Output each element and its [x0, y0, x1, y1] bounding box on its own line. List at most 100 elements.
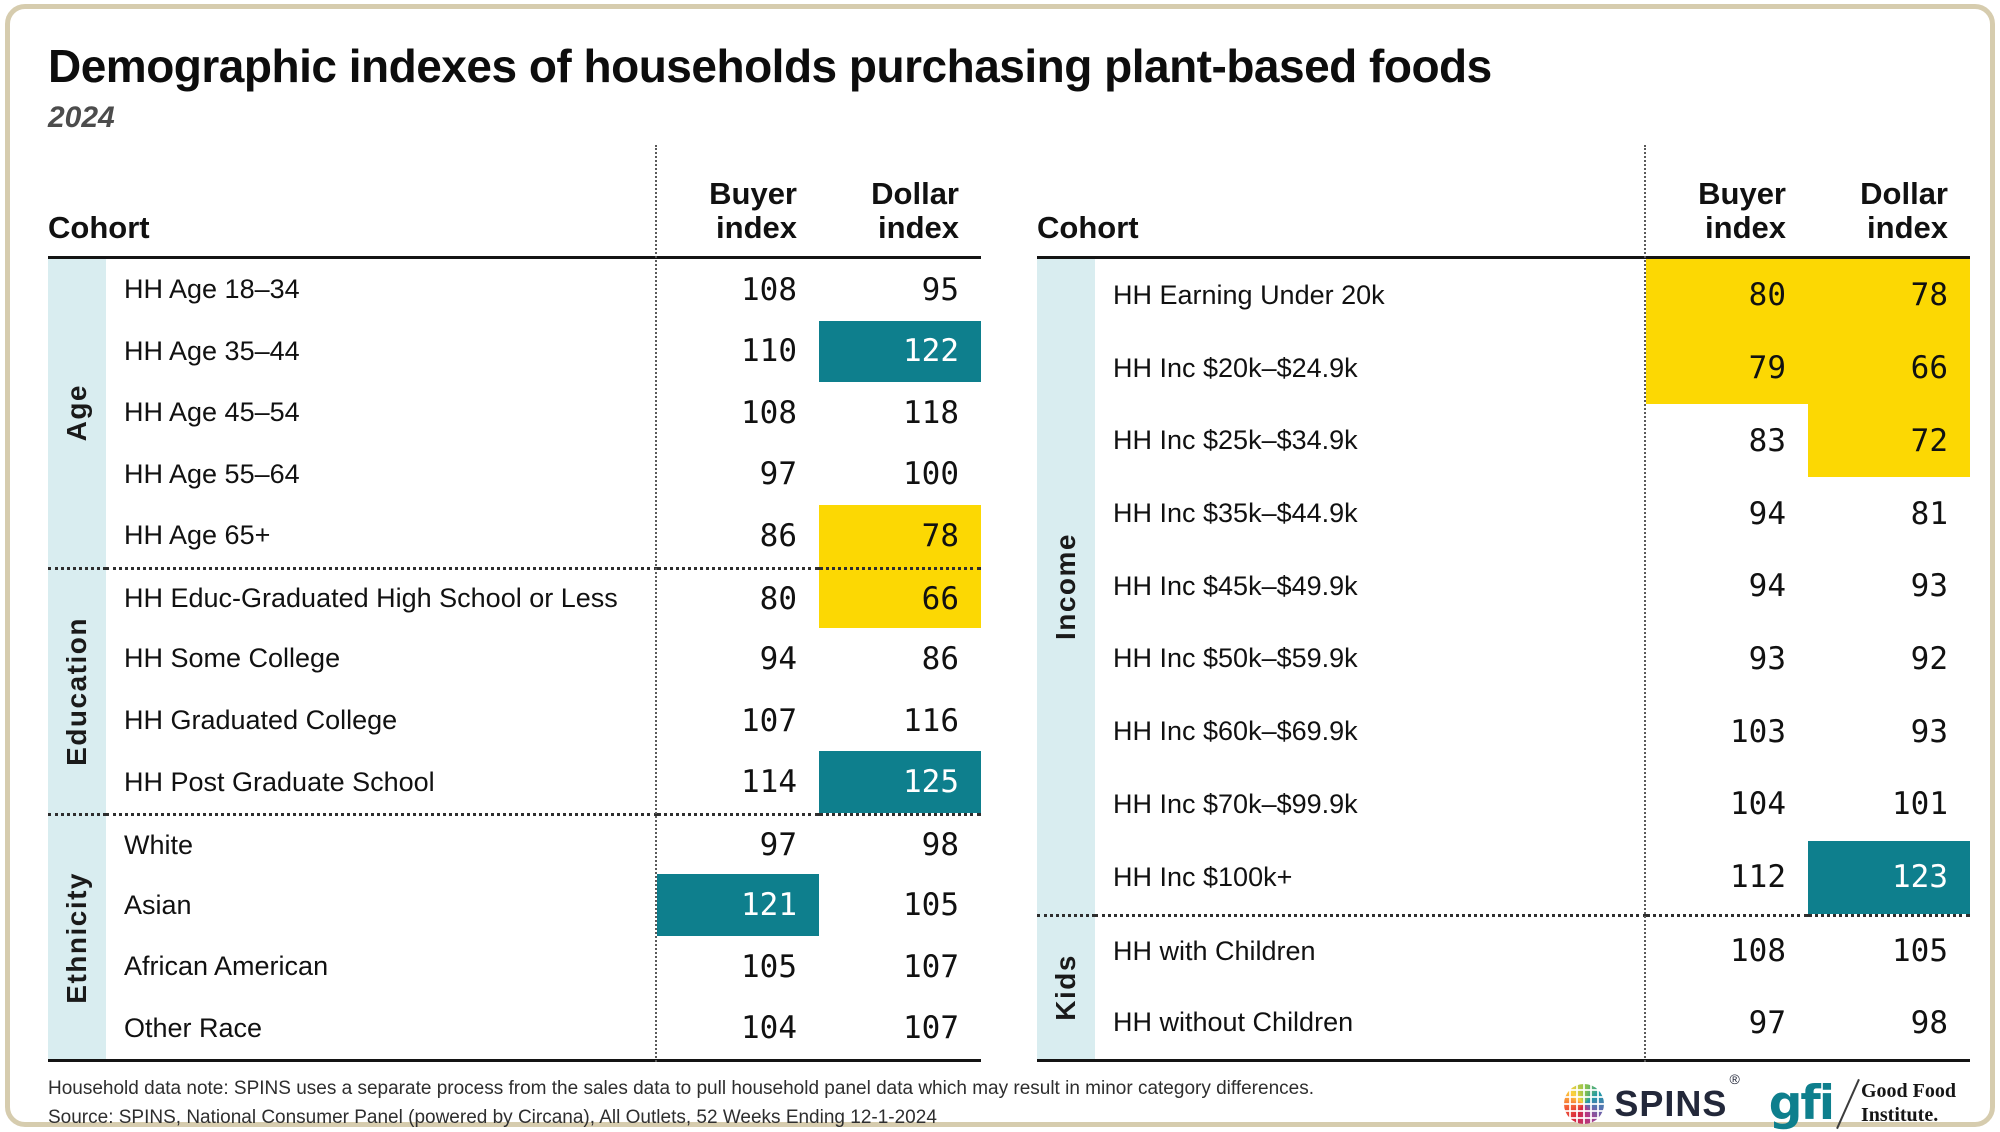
spins-logo: SPINS®	[1564, 1083, 1738, 1125]
buyer-index-value: 110	[657, 321, 819, 383]
page-subtitle: 2024	[48, 101, 1970, 135]
dollar-index-value: 72	[1808, 404, 1970, 477]
row-label: Other Race	[106, 997, 657, 1059]
row-label: HH Educ-Graduated High School or Less	[106, 567, 657, 629]
buyer-index-value: 114	[657, 751, 819, 813]
dollar-index-value: 116	[819, 690, 981, 752]
buyer-index-value: 103	[1646, 695, 1808, 768]
row-label: HH Age 55–64	[106, 444, 657, 506]
category-label: Age	[61, 384, 93, 441]
row-label: HH Inc $25k–$34.9k	[1095, 404, 1646, 477]
source-note: Source: SPINS, National Consumer Panel (…	[48, 1104, 1314, 1132]
buyer-index-value: 97	[657, 813, 819, 875]
dollar-index-value: 107	[819, 936, 981, 998]
page-title: Demographic indexes of households purcha…	[48, 39, 1970, 93]
gfi-logo: gfi Good Food Institute.	[1769, 1077, 1956, 1131]
category-band-ethnicity: Ethnicity	[48, 813, 106, 1059]
household-data-note: Household data note: SPINS uses a separa…	[48, 1075, 1314, 1104]
column-header-buyer-index: Buyer index	[657, 177, 819, 246]
row-label: HH Inc $45k–$49.9k	[1095, 550, 1646, 623]
row-label: Asian	[106, 874, 657, 936]
buyer-index-value: 97	[1646, 986, 1808, 1059]
footer: Household data note: SPINS uses a separa…	[48, 1075, 1970, 1132]
row-label: African American	[106, 936, 657, 998]
dollar-index-value: 95	[819, 259, 981, 321]
category-label: Ethnicity	[61, 872, 93, 1004]
dollar-index-value: 107	[819, 997, 981, 1059]
column-header-dollar-index: Dollar index	[819, 177, 981, 246]
dollar-index-value: 86	[819, 628, 981, 690]
dollar-index-value: 101	[1808, 768, 1970, 841]
dollar-index-value: 78	[819, 505, 981, 567]
buyer-index-value: 104	[1646, 768, 1808, 841]
buyer-index-value: 108	[657, 382, 819, 444]
dollar-index-value: 100	[819, 444, 981, 506]
row-label: HH Inc $100k+	[1095, 841, 1646, 914]
dollar-index-value: 93	[1808, 550, 1970, 623]
buyer-index-value: 107	[657, 690, 819, 752]
buyer-index-value: 112	[1646, 841, 1808, 914]
category-label: Kids	[1050, 954, 1082, 1021]
gfi-logo-name: Good Food Institute.	[1861, 1080, 1956, 1127]
row-label: HH Inc $20k–$24.9k	[1095, 332, 1646, 405]
row-label: HH Graduated College	[106, 690, 657, 752]
gfi-logo-mark: gfi	[1769, 1080, 1833, 1127]
dollar-index-value: 118	[819, 382, 981, 444]
column-header-cohort: Cohort	[48, 211, 657, 246]
buyer-index-value: 97	[657, 444, 819, 506]
buyer-index-value: 79	[1646, 332, 1808, 405]
buyer-index-value: 104	[657, 997, 819, 1059]
demographics-table-left: Cohort Buyer index Dollar index Age HH Ag…	[48, 143, 981, 1062]
row-label: HH Post Graduate School	[106, 751, 657, 813]
dollar-index-value: 123	[1808, 841, 1970, 914]
dollar-index-value: 81	[1808, 477, 1970, 550]
buyer-index-value: 94	[657, 628, 819, 690]
row-label: White	[106, 813, 657, 875]
dollar-index-value: 66	[1808, 332, 1970, 405]
dollar-index-value: 66	[819, 567, 981, 629]
buyer-index-value: 108	[657, 259, 819, 321]
demographics-table-right: Cohort Buyer index Dollar index Income HH…	[1037, 143, 1970, 1062]
buyer-index-value: 94	[1646, 477, 1808, 550]
spins-globe-icon	[1564, 1084, 1604, 1124]
buyer-index-value: 108	[1646, 914, 1808, 987]
spins-logo-text: SPINS®	[1614, 1083, 1738, 1125]
row-label: HH Inc $70k–$99.9k	[1095, 768, 1646, 841]
dollar-index-value: 105	[819, 874, 981, 936]
row-label: HH Earning Under 20k	[1095, 259, 1646, 332]
row-label: HH Inc $35k–$44.9k	[1095, 477, 1646, 550]
category-label: Income	[1050, 533, 1082, 640]
category-band-income: Income	[1037, 259, 1095, 914]
row-label: HH Age 35–44	[106, 321, 657, 383]
category-label: Education	[61, 617, 93, 766]
column-header-buyer-index: Buyer index	[1646, 177, 1808, 246]
dollar-index-value: 92	[1808, 623, 1970, 696]
row-label: HH Inc $60k–$69.9k	[1095, 695, 1646, 768]
row-label: HH Age 45–54	[106, 382, 657, 444]
buyer-index-value: 80	[1646, 259, 1808, 332]
buyer-index-value: 80	[657, 567, 819, 629]
dollar-index-value: 93	[1808, 695, 1970, 768]
column-header-cohort: Cohort	[1037, 211, 1646, 246]
dollar-index-value: 78	[1808, 259, 1970, 332]
buyer-index-value: 121	[657, 874, 819, 936]
row-label: HH without Children	[1095, 986, 1646, 1059]
buyer-index-value: 83	[1646, 404, 1808, 477]
buyer-index-value: 93	[1646, 623, 1808, 696]
category-band-kids: Kids	[1037, 914, 1095, 1059]
table-header: Cohort Buyer index Dollar index	[48, 143, 981, 259]
buyer-index-value: 105	[657, 936, 819, 998]
dollar-index-value: 105	[1808, 914, 1970, 987]
dollar-index-value: 98	[1808, 986, 1970, 1059]
tables-row: Cohort Buyer index Dollar index Age HH Ag…	[48, 143, 1970, 1062]
registered-mark: ®	[1729, 1071, 1740, 1087]
row-label: HH with Children	[1095, 914, 1646, 987]
column-header-dollar-index: Dollar index	[1808, 177, 1970, 246]
footer-notes: Household data note: SPINS uses a separa…	[48, 1075, 1314, 1132]
dollar-index-value: 125	[819, 751, 981, 813]
table-header: Cohort Buyer index Dollar index	[1037, 143, 1970, 259]
row-label: HH Age 18–34	[106, 259, 657, 321]
row-label: HH Some College	[106, 628, 657, 690]
row-label: HH Inc $50k–$59.9k	[1095, 623, 1646, 696]
